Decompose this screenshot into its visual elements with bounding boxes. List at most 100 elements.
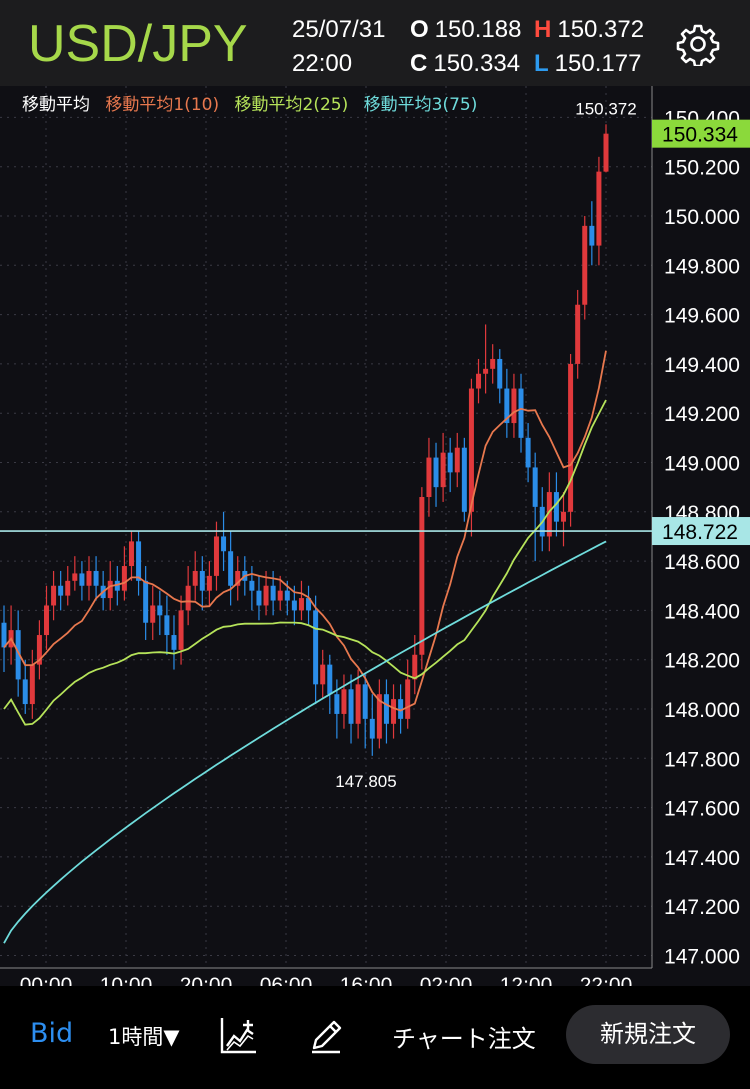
candle-body <box>36 635 42 665</box>
horizontal-line-tag <box>652 517 750 546</box>
candle-body <box>107 580 113 599</box>
candle-body <box>171 635 177 650</box>
candle-body <box>447 452 453 473</box>
candle-body <box>461 447 467 512</box>
candle-body <box>221 536 227 552</box>
x-tick-label: 10:00 <box>100 974 153 986</box>
candle-body <box>568 363 574 512</box>
candle-body <box>263 585 269 606</box>
candle-body <box>178 610 184 650</box>
legend-ma3: 移動平均3(75) <box>363 95 478 115</box>
candle-body <box>497 358 503 389</box>
y-tick-label: 148.200 <box>664 650 740 673</box>
y-tick-label: 148.000 <box>664 699 740 722</box>
candle-body <box>440 452 446 488</box>
candle-body <box>511 388 517 424</box>
y-tick-label: 148.600 <box>664 551 740 574</box>
candle-body <box>348 689 354 724</box>
x-tick-label: 22:00 <box>580 974 633 986</box>
candle-body <box>383 694 389 724</box>
y-tick-label: 147.600 <box>664 798 740 821</box>
chart-header <box>0 0 750 86</box>
candle-body <box>518 388 524 438</box>
candle-body <box>235 570 241 586</box>
candle-body <box>199 570 205 591</box>
open-label: O <box>410 16 429 43</box>
gear-icon[interactable] <box>676 22 720 68</box>
legend-title: 移動平均 <box>22 95 90 115</box>
candle-body <box>22 679 28 705</box>
candle-body <box>362 684 368 719</box>
candle-body <box>65 580 71 596</box>
candle-body <box>291 600 297 611</box>
candle-body <box>256 590 262 606</box>
pencil-icon[interactable] <box>306 1014 346 1056</box>
candle-body <box>128 541 134 567</box>
y-tick-label: 147.200 <box>664 896 740 919</box>
candle-body <box>603 133 609 172</box>
x-tick-label: 12:00 <box>500 974 553 986</box>
new-order-button[interactable]: 新規注文 <box>566 1005 730 1064</box>
candle-body <box>426 457 432 498</box>
price-chart[interactable]: 150.400 150.200 150.000 149.800 149.600 149.4… <box>0 86 750 997</box>
candle-body <box>192 570 198 586</box>
candle-body <box>150 605 156 623</box>
high-value: H 150.372 <box>534 16 644 44</box>
high-label: H <box>534 16 552 43</box>
candle-body <box>490 358 496 369</box>
candle-body <box>561 511 567 522</box>
close-price: 150.334 <box>433 50 521 77</box>
moving-average-legend: 移動平均 移動平均1(10) 移動平均2(25) 移動平均3(75) <box>22 90 487 115</box>
low-price: 150.177 <box>554 50 642 77</box>
x-tick-label: 16:00 <box>340 974 393 986</box>
bid-toggle[interactable]: Bid <box>30 1018 74 1049</box>
chart-order-button[interactable]: チャート注文 <box>392 1025 536 1053</box>
candle-body <box>582 225 588 305</box>
candle-body <box>15 630 21 680</box>
candle-body <box>369 718 375 739</box>
legend-ma1: 移動平均1(10) <box>105 95 220 115</box>
candle-body <box>391 699 397 724</box>
candle-body <box>313 610 319 685</box>
candle-body <box>51 585 57 606</box>
y-tick-label: 148.400 <box>664 600 740 623</box>
candle-body <box>504 388 510 424</box>
current-price-tag <box>652 119 750 148</box>
timeframe-select[interactable]: 1時間▼ <box>108 1025 180 1049</box>
candle-body <box>398 699 404 719</box>
candle-body <box>121 566 127 591</box>
legend-ma2: 移動平均2(25) <box>234 95 349 115</box>
candle-body <box>532 467 538 507</box>
candle-body <box>341 689 347 714</box>
currency-pair-title[interactable]: USD/JPY <box>28 15 248 73</box>
candle-body <box>79 573 85 586</box>
candle-body <box>419 497 425 655</box>
candle-body <box>43 605 49 636</box>
candle-body <box>454 447 460 473</box>
candle-body <box>185 585 191 611</box>
candle-time: 22:00 <box>292 50 353 77</box>
y-tick-label: 147.800 <box>664 748 740 771</box>
candle-body <box>468 388 474 512</box>
candle-body <box>327 664 333 695</box>
candle-body <box>546 492 552 537</box>
y-tick-label: 149.600 <box>664 305 740 328</box>
x-tick-label: 06:00 <box>260 974 313 986</box>
candle-body <box>58 585 64 596</box>
y-tick-label: 147.000 <box>664 946 740 969</box>
candlestick-chart[interactable]: 150.400150.200150.000149.800149.600149.4… <box>0 86 750 997</box>
candle-body <box>72 573 78 581</box>
y-tick-label: 149.000 <box>664 453 740 476</box>
candle-body <box>525 437 531 468</box>
open-value: O 150.188 <box>410 16 521 44</box>
x-tick-label: 20:00 <box>180 974 233 986</box>
low-value: L 150.177 <box>534 50 641 78</box>
candle-body <box>306 598 312 611</box>
candle-body <box>412 654 418 680</box>
indicator-chart-icon[interactable] <box>218 1014 260 1056</box>
moving-average-3-line <box>3 540 607 944</box>
candle-body <box>405 679 411 719</box>
candle-body <box>284 590 290 601</box>
close-label: C <box>410 50 428 77</box>
candle-body <box>249 580 255 591</box>
